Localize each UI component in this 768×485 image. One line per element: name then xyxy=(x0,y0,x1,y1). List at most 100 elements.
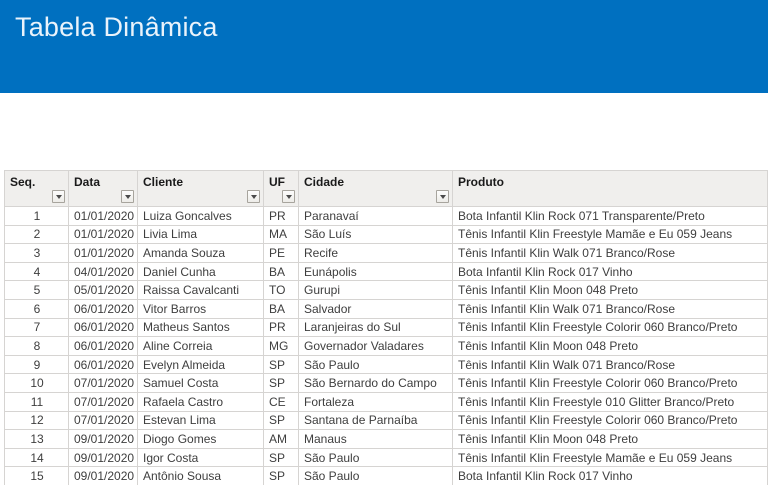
cell-cidade[interactable]: Governador Valadares xyxy=(298,336,453,356)
cell-cliente[interactable]: Matheus Santos xyxy=(137,317,264,338)
cell-seq[interactable]: 4 xyxy=(4,261,69,282)
cell-data[interactable]: 09/01/2020 xyxy=(68,429,138,449)
filter-dropdown-icon xyxy=(55,194,62,199)
cell-data[interactable]: 04/01/2020 xyxy=(68,261,138,282)
cell-seq[interactable]: 1 xyxy=(4,206,69,226)
cell-cidade[interactable]: Paranavaí xyxy=(298,206,453,226)
cell-seq[interactable]: 15 xyxy=(4,466,69,485)
cell-data[interactable]: 05/01/2020 xyxy=(68,280,138,300)
cell-cidade[interactable]: São Paulo xyxy=(298,354,453,375)
cell-seq[interactable]: 5 xyxy=(4,280,69,300)
cell-produto[interactable]: Bota Infantil Klin Rock 017 Vinho xyxy=(452,261,768,282)
cell-data[interactable]: 01/01/2020 xyxy=(68,206,138,226)
cell-seq[interactable]: 12 xyxy=(4,410,69,431)
cell-seq[interactable]: 7 xyxy=(4,317,69,338)
cell-cidade[interactable]: Santana de Parnaíba xyxy=(298,410,453,431)
cell-uf[interactable]: BA xyxy=(263,298,299,319)
cell-uf[interactable]: SP xyxy=(263,447,299,468)
cell-seq[interactable]: 9 xyxy=(4,354,69,375)
cell-produto[interactable]: Tênis Infantil Klin Moon 048 Preto xyxy=(452,429,768,449)
cell-cliente[interactable]: Rafaela Castro xyxy=(137,391,264,412)
cell-cidade[interactable]: Recife xyxy=(298,243,453,263)
cell-cliente[interactable]: Daniel Cunha xyxy=(137,261,264,282)
column-header-data: Data xyxy=(68,170,138,207)
cell-data[interactable]: 01/01/2020 xyxy=(68,224,138,245)
cell-uf[interactable]: AM xyxy=(263,429,299,449)
cell-uf[interactable]: SP xyxy=(263,373,299,393)
cell-cliente[interactable]: Aline Correia xyxy=(137,336,264,356)
cell-produto[interactable]: Tênis Infantil Klin Freestyle Mamãe e Eu… xyxy=(452,224,768,245)
cell-data[interactable]: 06/01/2020 xyxy=(68,298,138,319)
cell-produto[interactable]: Tênis Infantil Klin Freestyle Colorir 06… xyxy=(452,317,768,338)
cell-cidade[interactable]: Salvador xyxy=(298,298,453,319)
column-header-label: Cliente xyxy=(143,175,184,189)
cell-cliente[interactable]: Evelyn Almeida xyxy=(137,354,264,375)
cell-seq[interactable]: 10 xyxy=(4,373,69,393)
cell-data[interactable]: 09/01/2020 xyxy=(68,447,138,468)
cell-cidade[interactable]: São Paulo xyxy=(298,466,453,485)
cell-uf[interactable]: SP xyxy=(263,354,299,375)
cell-uf[interactable]: MG xyxy=(263,336,299,356)
filter-dropdown-button-uf[interactable] xyxy=(282,190,295,203)
cell-cliente[interactable]: Igor Costa xyxy=(137,447,264,468)
cell-seq[interactable]: 11 xyxy=(4,391,69,412)
table-row: 9 06/01/2020 Evelyn Almeida SP São Paulo Têni… xyxy=(4,354,768,375)
filter-dropdown-button-seq[interactable] xyxy=(52,190,65,203)
cell-seq[interactable]: 14 xyxy=(4,447,69,468)
cell-cidade[interactable]: Manaus xyxy=(298,429,453,449)
cell-uf[interactable]: SP xyxy=(263,466,299,485)
cell-uf[interactable]: PR xyxy=(263,206,299,226)
cell-produto[interactable]: Tênis Infantil Klin Moon 048 Preto xyxy=(452,280,768,300)
cell-seq[interactable]: 2 xyxy=(4,224,69,245)
cell-cidade[interactable]: Laranjeiras do Sul xyxy=(298,317,453,338)
cell-uf[interactable]: MA xyxy=(263,224,299,245)
cell-cliente[interactable]: Estevan Lima xyxy=(137,410,264,431)
cell-data[interactable]: 07/01/2020 xyxy=(68,410,138,431)
cell-seq[interactable]: 13 xyxy=(4,429,69,449)
cell-cliente[interactable]: Raissa Cavalcanti xyxy=(137,280,264,300)
cell-cidade[interactable]: São Bernardo do Campo xyxy=(298,373,453,393)
cell-cliente[interactable]: Vitor Barros xyxy=(137,298,264,319)
cell-cidade[interactable]: São Luís xyxy=(298,224,453,245)
cell-cliente[interactable]: Luiza Goncalves xyxy=(137,206,264,226)
cell-produto[interactable]: Tênis Infantil Klin Freestyle Mamãe e Eu… xyxy=(452,447,768,468)
column-header-label: UF xyxy=(269,175,285,189)
cell-cidade[interactable]: Eunápolis xyxy=(298,261,453,282)
cell-cliente[interactable]: Diogo Gomes xyxy=(137,429,264,449)
cell-uf[interactable]: PR xyxy=(263,317,299,338)
cell-uf[interactable]: PE xyxy=(263,243,299,263)
cell-cidade[interactable]: Fortaleza xyxy=(298,391,453,412)
cell-data[interactable]: 01/01/2020 xyxy=(68,243,138,263)
cell-seq[interactable]: 8 xyxy=(4,336,69,356)
cell-cliente[interactable]: Samuel Costa xyxy=(137,373,264,393)
cell-data[interactable]: 06/01/2020 xyxy=(68,336,138,356)
cell-produto[interactable]: Tênis Infantil Klin Walk 071 Branco/Rose xyxy=(452,298,768,319)
cell-data[interactable]: 06/01/2020 xyxy=(68,317,138,338)
cell-cliente[interactable]: Antônio Sousa xyxy=(137,466,264,485)
cell-uf[interactable]: SP xyxy=(263,410,299,431)
cell-cliente[interactable]: Amanda Souza xyxy=(137,243,264,263)
cell-data[interactable]: 06/01/2020 xyxy=(68,354,138,375)
cell-cidade[interactable]: São Paulo xyxy=(298,447,453,468)
cell-produto[interactable]: Bota Infantil Klin Rock 071 Transparente… xyxy=(452,206,768,226)
cell-cliente[interactable]: Livia Lima xyxy=(137,224,264,245)
cell-uf[interactable]: TO xyxy=(263,280,299,300)
cell-produto[interactable]: Bota Infantil Klin Rock 017 Vinho xyxy=(452,466,768,485)
cell-cidade[interactable]: Gurupi xyxy=(298,280,453,300)
cell-uf[interactable]: CE xyxy=(263,391,299,412)
filter-dropdown-button-data[interactable] xyxy=(121,190,134,203)
filter-dropdown-button-cliente[interactable] xyxy=(247,190,260,203)
cell-data[interactable]: 09/01/2020 xyxy=(68,466,138,485)
cell-data[interactable]: 07/01/2020 xyxy=(68,373,138,393)
cell-produto[interactable]: Tênis Infantil Klin Walk 071 Branco/Rose xyxy=(452,243,768,263)
cell-produto[interactable]: Tênis Infantil Klin Freestyle Colorir 06… xyxy=(452,410,768,431)
cell-seq[interactable]: 3 xyxy=(4,243,69,263)
filter-dropdown-button-cidade[interactable] xyxy=(436,190,449,203)
cell-uf[interactable]: BA xyxy=(263,261,299,282)
cell-produto[interactable]: Tênis Infantil Klin Freestyle 010 Glitte… xyxy=(452,391,768,412)
cell-produto[interactable]: Tênis Infantil Klin Freestyle Colorir 06… xyxy=(452,373,768,393)
cell-produto[interactable]: Tênis Infantil Klin Walk 071 Branco/Rose xyxy=(452,354,768,375)
cell-data[interactable]: 07/01/2020 xyxy=(68,391,138,412)
cell-produto[interactable]: Tênis Infantil Klin Moon 048 Preto xyxy=(452,336,768,356)
cell-seq[interactable]: 6 xyxy=(4,298,69,319)
